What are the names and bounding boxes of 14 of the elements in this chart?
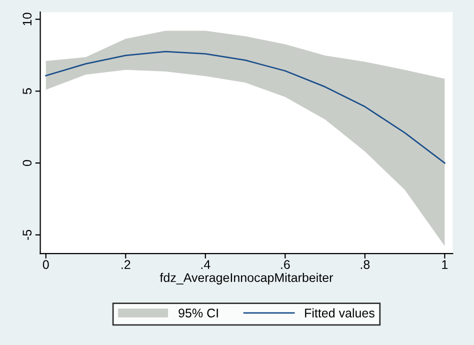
- x-tick-label: 0: [42, 260, 49, 270]
- y-tick-label: 0: [22, 160, 32, 166]
- x-tick-label: .8: [360, 260, 370, 270]
- legend-label: Fitted values: [305, 308, 374, 318]
- y-tick-label: 10: [22, 12, 32, 26]
- x-axis-title: fdz_AverageInnocapMitarbeiter: [160, 272, 334, 285]
- x-tick-label: 1: [442, 260, 448, 269]
- line-series: [45, 50, 446, 164]
- x-tick-label: .2: [122, 260, 130, 269]
- x-tick-label: .6: [281, 260, 290, 270]
- y-tick-label: 5: [22, 88, 32, 94]
- y-tick-label: -5: [22, 230, 32, 240]
- x-tick-label: .4: [201, 260, 210, 269]
- text: 95% CI: [178, 308, 218, 318]
